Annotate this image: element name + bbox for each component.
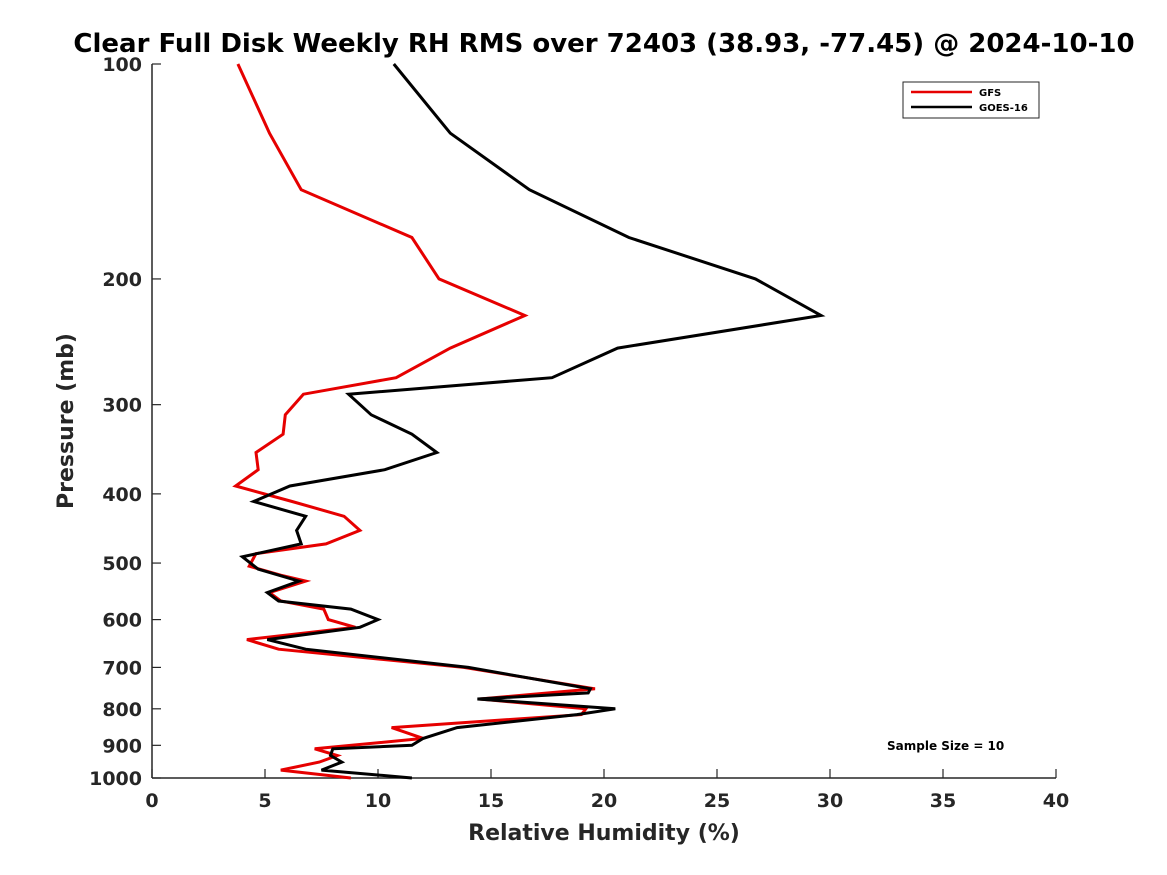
sample-size-annotation: Sample Size = 10	[887, 739, 1004, 753]
x-tick-label: 20	[591, 790, 617, 812]
y-tick-label: 100	[102, 54, 142, 76]
x-ticks: 0 5 10 15 20 25 30 35 40	[145, 769, 1069, 812]
plot-area: 0 5 10 15 20 25 30 35 40 100 200 300 400 500 600 700 80…	[89, 54, 1069, 812]
y-tick-label: 500	[102, 553, 142, 575]
legend-label-gfs: GFS	[979, 88, 1001, 99]
x-tick-label: 40	[1043, 790, 1069, 812]
y-tick-label: 400	[102, 484, 142, 506]
x-tick-label: 10	[365, 790, 391, 812]
x-tick-label: 35	[930, 790, 956, 812]
y-tick-label: 300	[102, 395, 142, 417]
x-tick-label: 25	[704, 790, 730, 812]
legend-label-goes16: GOES-16	[979, 103, 1028, 114]
legend: GFS GOES-16	[902, 81, 1040, 119]
y-tick-label: 1000	[89, 768, 142, 790]
y-tick-label: 200	[102, 269, 142, 291]
y-tick-label: 700	[102, 657, 142, 679]
legend-box	[902, 81, 1040, 119]
series-line-gfs	[232, 63, 596, 780]
y-axis-label: Pressure (mb)	[54, 333, 79, 509]
series-line-goes16	[238, 63, 826, 780]
x-tick-label: 30	[817, 790, 843, 812]
series-layer	[232, 63, 826, 780]
y-tick-label: 600	[102, 610, 142, 632]
x-tick-label: 0	[145, 790, 158, 812]
y-tick-label: 800	[102, 699, 142, 721]
y-ticks: 100 200 300 400 500 600 700 800 900 1000	[89, 54, 161, 790]
x-tick-label: 5	[258, 790, 271, 812]
x-tick-label: 15	[478, 790, 504, 812]
y-tick-label: 900	[102, 735, 142, 757]
x-axis-label: Relative Humidity (%)	[468, 821, 740, 846]
chart-title: Clear Full Disk Weekly RH RMS over 72403…	[73, 29, 1134, 59]
